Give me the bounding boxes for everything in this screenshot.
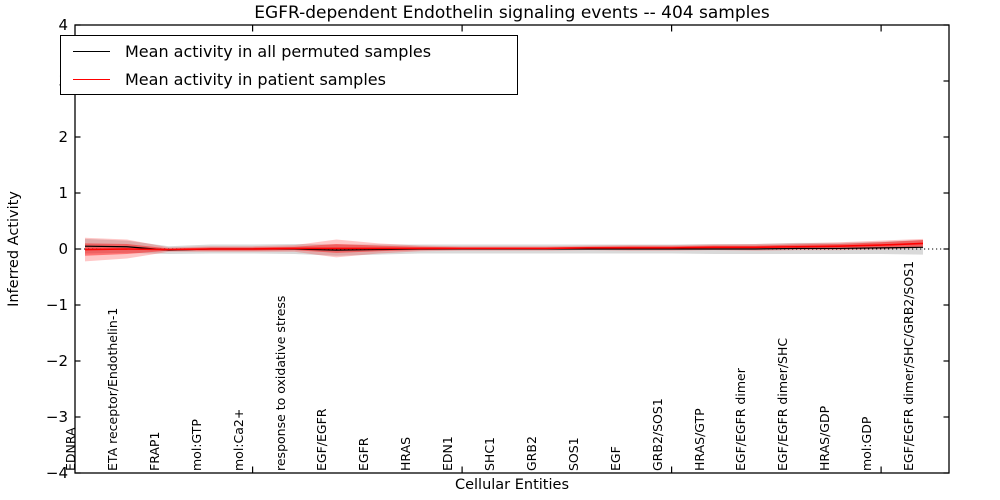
x-tick-label: EDN1 (440, 436, 456, 471)
x-tick-label: EGF/EGFR dimer (733, 368, 749, 471)
y-tick-label: −1 (45, 296, 68, 314)
x-tick-label: EGF/EGFR dimer/SHC/GRB2/SOS1 (901, 260, 916, 471)
x-tick-label: EDNRA (63, 427, 78, 471)
x-tick-label: mol:GTP (188, 419, 204, 471)
legend: Mean activity in all permuted samples Me… (60, 35, 518, 95)
x-tick-label: EGF/EGFR dimer/SHC (775, 337, 791, 471)
x-tick-label: SOS1 (565, 437, 581, 471)
y-tick-label: −4 (45, 464, 68, 482)
legend-line-sample-black (73, 50, 110, 52)
x-tick-label: mol:GDP (859, 416, 875, 471)
x-axis-label: Cellular Entities (454, 477, 570, 493)
x-tick-label: FRAP1 (146, 431, 162, 471)
x-tick-label: GRB2/SOS1 (649, 398, 665, 471)
legend-label: Mean activity in patient samples (125, 69, 386, 89)
x-tick-label: ETA receptor/Endothelin-1 (104, 307, 120, 471)
legend-item-permuted: Mean activity in all permuted samples (61, 39, 517, 63)
permuted-samples-range-band (85, 238, 923, 256)
y-tick-label: 2 (58, 128, 68, 146)
x-tick-label: HRAS/GDP (817, 405, 833, 471)
x-tick-label: mol:Ca2+ (230, 408, 246, 471)
y-tick-label: 0 (58, 240, 68, 258)
x-tick-label: HRAS (398, 436, 414, 471)
y-tick-label: 4 (58, 16, 68, 34)
x-tick-label: HRAS/GTP (691, 408, 707, 471)
chart-title: EGFR-dependent Endothelin signaling even… (254, 3, 770, 23)
x-tick-label: EGF (607, 446, 623, 471)
x-tick-label: EGF/EGFR (314, 408, 330, 471)
y-tick-label: −2 (45, 352, 68, 370)
x-tick-label: GRB2 (523, 436, 539, 471)
legend-line-sample-red (73, 78, 110, 80)
x-tick-label: SHC1 (482, 436, 497, 471)
series-line-patient (84, 242, 924, 251)
y-tick-label: −3 (45, 408, 68, 426)
x-tick-label: EGFR (356, 437, 372, 471)
legend-label: Mean activity in all permuted samples (125, 41, 432, 61)
y-tick-label: 1 (58, 184, 68, 202)
legend-item-patient: Mean activity in patient samples (61, 67, 517, 91)
x-tick-label: response to oxidative stress (272, 295, 288, 471)
